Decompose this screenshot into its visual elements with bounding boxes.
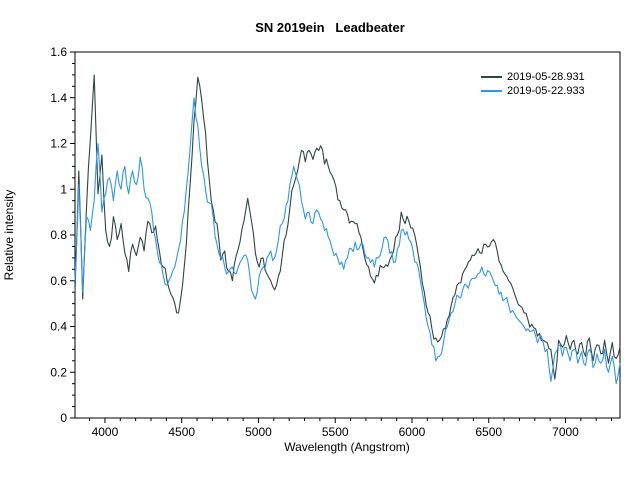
y-tick-label: 1.6 bbox=[50, 45, 67, 59]
legend-item: 2019-05-28.931 bbox=[481, 70, 585, 84]
y-tick-label: 1.4 bbox=[50, 91, 67, 105]
y-tick-label: 0.6 bbox=[50, 274, 67, 288]
y-tick-label: 1 bbox=[60, 182, 67, 196]
legend: 2019-05-28.931 2019-05-22.933 bbox=[481, 70, 585, 98]
series-2-label: 2019-05-22.933 bbox=[507, 85, 585, 97]
x-tick-label: 5000 bbox=[245, 425, 272, 439]
series-2-line-swatch bbox=[481, 90, 502, 92]
x-tick-label: 6500 bbox=[475, 425, 502, 439]
x-tick-label: 5500 bbox=[322, 425, 349, 439]
x-tick-label: 6000 bbox=[399, 425, 426, 439]
legend-item: 2019-05-22.933 bbox=[481, 84, 585, 98]
series-1-label: 2019-05-28.931 bbox=[507, 71, 585, 83]
x-tick-label: 4000 bbox=[92, 425, 119, 439]
series-line-2019-05-22.933 bbox=[74, 97, 621, 385]
x-tick-label: 4500 bbox=[168, 425, 195, 439]
y-tick-label: 1.2 bbox=[50, 137, 67, 151]
y-tick-label: 0 bbox=[60, 411, 67, 425]
y-tick-label: 0.4 bbox=[50, 320, 67, 334]
chart-title: SN 2019ein Leadbeater bbox=[255, 20, 405, 35]
x-axis-title: Wavelength (Angstrom) bbox=[284, 440, 410, 454]
x-tick-label: 7000 bbox=[552, 425, 579, 439]
y-tick-label: 0.2 bbox=[50, 365, 67, 379]
series-1-line-swatch bbox=[481, 76, 502, 78]
y-tick-label: 0.8 bbox=[50, 228, 67, 242]
y-axis-title: Relative intensity bbox=[2, 189, 16, 281]
series-line-2019-05-28.931 bbox=[74, 74, 621, 380]
